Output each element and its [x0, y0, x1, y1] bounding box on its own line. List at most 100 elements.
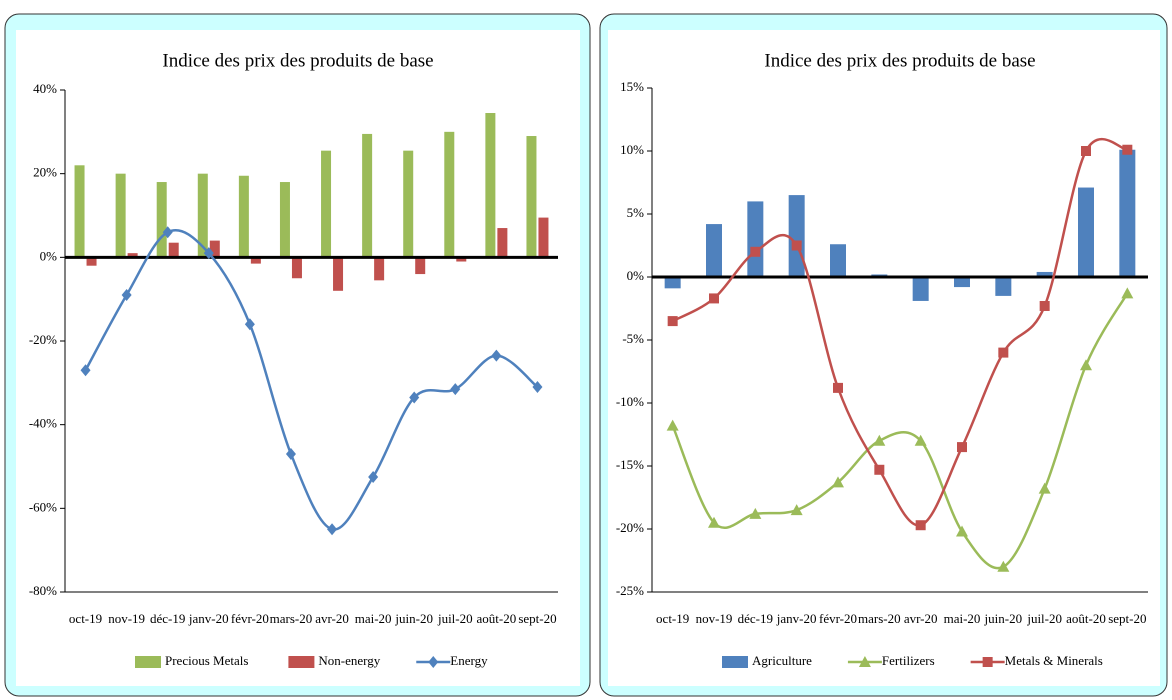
y-tick-label: 10%: [620, 142, 644, 157]
y-tick-label: 40%: [33, 81, 57, 96]
marker: [666, 419, 679, 431]
legend-swatch: [288, 656, 315, 668]
bar: [362, 133, 373, 258]
marker: [1039, 300, 1050, 311]
legend-label: Energy: [450, 653, 488, 668]
bar: [444, 131, 455, 258]
y-tick-label: -5%: [622, 331, 644, 346]
x-tick-label: sept-20: [1108, 611, 1146, 626]
marker: [409, 391, 420, 404]
bar: [197, 173, 208, 258]
x-tick-label: mai-20: [944, 611, 981, 626]
bar: [538, 217, 549, 258]
y-tick-label: 0%: [40, 248, 58, 263]
bar: [168, 242, 179, 258]
bar: [115, 173, 126, 258]
marker: [956, 525, 968, 537]
marker: [790, 504, 803, 516]
bar: [74, 165, 85, 258]
x-tick-label: déc-19: [738, 611, 773, 626]
marker: [203, 247, 214, 260]
bar: [415, 257, 426, 275]
legend-label: Fertilizers: [882, 653, 935, 668]
x-tick-label: juil-20: [1026, 611, 1062, 626]
legend-label: Non-energy: [318, 653, 380, 668]
marker: [998, 347, 1009, 358]
y-tick-label: -40%: [29, 416, 57, 431]
bar: [238, 175, 249, 258]
x-tick-label: janv-20: [188, 611, 229, 626]
marker: [162, 226, 173, 239]
bar: [788, 195, 805, 277]
y-tick-label: 15%: [620, 79, 644, 94]
bar: [1119, 149, 1136, 277]
bar: [912, 277, 929, 301]
y-tick-label: 0%: [627, 268, 645, 283]
legend-label: Precious Metals: [165, 653, 248, 668]
legend-swatch: [722, 656, 748, 668]
bar: [1078, 187, 1094, 277]
legend-label: Agriculture: [752, 653, 812, 668]
marker: [749, 507, 762, 519]
marker: [1121, 287, 1134, 299]
bar: [664, 277, 681, 289]
bar: [1036, 271, 1053, 277]
x-tick-label: juin-20: [394, 611, 433, 626]
x-tick-label: févr-20: [819, 611, 857, 626]
x-tick-label: mai-20: [355, 611, 392, 626]
x-tick-label: sept-20: [518, 611, 556, 626]
x-tick-label: déc-19: [150, 611, 185, 626]
marker: [368, 470, 379, 483]
bar: [250, 257, 261, 264]
y-tick-label: -25%: [616, 583, 644, 598]
marker: [1081, 146, 1091, 156]
x-tick-label: août-20: [477, 611, 517, 626]
marker: [1122, 144, 1133, 155]
bar: [526, 136, 537, 258]
x-tick-label: avr-20: [904, 611, 938, 626]
y-tick-label: -15%: [616, 457, 644, 472]
legend-label: Metals & Minerals: [1005, 653, 1103, 668]
bar: [954, 277, 970, 288]
x-tick-label: févr-20: [231, 611, 269, 626]
bar: [156, 182, 167, 258]
y-tick-label: -20%: [616, 520, 644, 535]
y-tick-label: 5%: [627, 205, 645, 220]
bar: [127, 253, 138, 258]
bar: [403, 150, 414, 258]
x-tick-label: avr-20: [315, 611, 349, 626]
bar: [374, 257, 385, 281]
marker: [915, 520, 926, 531]
chart-area: [608, 30, 1160, 686]
y-tick-label: -20%: [29, 332, 57, 347]
marker: [80, 364, 91, 377]
bar: [456, 257, 467, 262]
marker: [832, 476, 844, 488]
bar: [321, 150, 332, 258]
bar: [830, 244, 846, 277]
marker: [833, 382, 843, 393]
marker: [873, 434, 886, 446]
marker: [491, 349, 502, 362]
marker: [428, 656, 439, 668]
x-tick-label: mars-20: [270, 611, 313, 626]
marker: [957, 442, 967, 453]
marker: [791, 240, 802, 251]
x-tick-label: juin-20: [984, 611, 1023, 626]
marker: [914, 434, 927, 446]
bar: [279, 182, 290, 258]
marker: [285, 447, 296, 460]
x-tick-label: oct-19: [656, 611, 689, 626]
marker: [1038, 482, 1051, 494]
x-tick-label: août-20: [1066, 611, 1106, 626]
legend-swatch: [135, 656, 161, 668]
bar: [86, 257, 97, 266]
x-tick-label: janv-20: [776, 611, 817, 626]
y-tick-label: -10%: [616, 394, 644, 409]
marker: [997, 560, 1010, 572]
marker: [750, 246, 761, 257]
x-tick-label: juil-20: [437, 611, 473, 626]
chart-title: Indice des prix des produits de base: [162, 50, 433, 71]
y-tick-label: 20%: [33, 165, 57, 180]
